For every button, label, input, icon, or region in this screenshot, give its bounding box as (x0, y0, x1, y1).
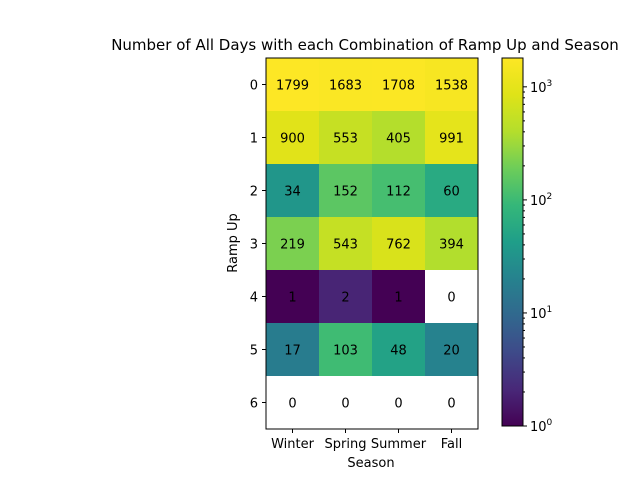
cell-value-label: 0 (288, 397, 296, 412)
cell-value-label: 20 (443, 344, 460, 359)
cell-value-label: 553 (333, 132, 358, 147)
cell-value-label: 762 (386, 238, 411, 253)
heatmap-cell (372, 323, 425, 376)
x-axis-label: Season (347, 456, 394, 471)
cell-value-label: 1708 (382, 79, 415, 94)
heatmap-cell (425, 164, 478, 217)
cell-value-label: 543 (333, 238, 358, 253)
x-tick-label: Spring (325, 437, 367, 452)
cell-value-label: 60 (443, 185, 460, 200)
heatmap-cell (266, 58, 319, 111)
cell-value-label: 405 (386, 132, 411, 147)
heatmap-cell (266, 217, 319, 270)
y-tick-label: 3 (250, 238, 258, 253)
cell-value-label: 991 (439, 132, 464, 147)
y-axis-label: Ramp Up (226, 213, 241, 273)
cell-value-label: 219 (280, 238, 305, 253)
y-axis-ticks: 0 1 2 3 4 5 6 (250, 79, 266, 412)
heatmap-cell (266, 164, 319, 217)
y-tick-label: 6 (250, 397, 258, 412)
colorbar-tick-label: 100 (530, 418, 553, 435)
y-tick-label: 5 (250, 344, 258, 359)
colorbar-gradient (501, 57, 524, 427)
heatmap-cell (372, 58, 425, 111)
cell-value-label: 1 (288, 291, 296, 306)
heatmap-cell (319, 58, 372, 111)
heatmap-cell (319, 164, 372, 217)
cell-value-label: 1538 (435, 79, 468, 94)
cell-value-label: 1683 (329, 79, 362, 94)
heatmap-cell (319, 111, 372, 164)
heatmap-cell (425, 217, 478, 270)
heatmap-cell (425, 58, 478, 111)
heatmap-cell (372, 270, 425, 323)
heatmap-cell (266, 376, 319, 429)
cell-value-label: 0 (394, 397, 402, 412)
y-tick-label: 4 (250, 291, 258, 306)
y-tick-label: 2 (250, 185, 258, 200)
colorbar: 100 101 102 103 (501, 57, 553, 435)
cell-value-label: 48 (390, 344, 407, 359)
heatmap-cell (266, 111, 319, 164)
cell-value-label: 0 (447, 397, 455, 412)
heatmap-cell (425, 323, 478, 376)
cell-value-label: 0 (341, 397, 349, 412)
x-tick-label: Winter (271, 437, 315, 452)
cell-value-label: 34 (284, 185, 301, 200)
cell-value-label: 1799 (276, 79, 309, 94)
x-axis-ticks: Winter Spring Summer Fall (271, 429, 462, 452)
heatmap-cell (372, 164, 425, 217)
cell-value-label: 103 (333, 344, 358, 359)
colorbar-ticks: 100 101 102 103 (523, 79, 553, 435)
heatmap-cell (266, 270, 319, 323)
colorbar-tick-label: 103 (530, 79, 552, 96)
heatmap-cell (425, 111, 478, 164)
x-tick-label: Summer (371, 437, 427, 452)
heatmap-cell (319, 270, 372, 323)
heatmap-cell (372, 376, 425, 429)
heatmap-cell (319, 217, 372, 270)
colorbar-tick-label: 101 (530, 305, 552, 322)
heatmap-cell (266, 323, 319, 376)
cell-value-label: 900 (280, 132, 305, 147)
y-tick-label: 0 (250, 79, 258, 94)
y-tick-label: 1 (250, 132, 258, 147)
chart-title: Number of All Days with each Combination… (111, 36, 619, 54)
heatmap-cell (319, 323, 372, 376)
cell-value-label: 0 (447, 291, 455, 306)
cell-value-label: 17 (284, 344, 301, 359)
cell-value-label: 152 (333, 185, 358, 200)
heatmap-cell (425, 270, 478, 323)
x-tick-label: Fall (441, 437, 462, 452)
heatmap-cell (372, 111, 425, 164)
cell-value-label: 1 (394, 291, 402, 306)
cell-value-label: 112 (386, 185, 411, 200)
colorbar-tick-label: 102 (530, 192, 552, 209)
heatmap-cell (319, 376, 372, 429)
heatmap-cell (372, 217, 425, 270)
heatmap-cell (425, 376, 478, 429)
cell-value-label: 2 (341, 291, 349, 306)
cell-value-label: 394 (439, 238, 464, 253)
heatmap-cells (266, 58, 478, 429)
